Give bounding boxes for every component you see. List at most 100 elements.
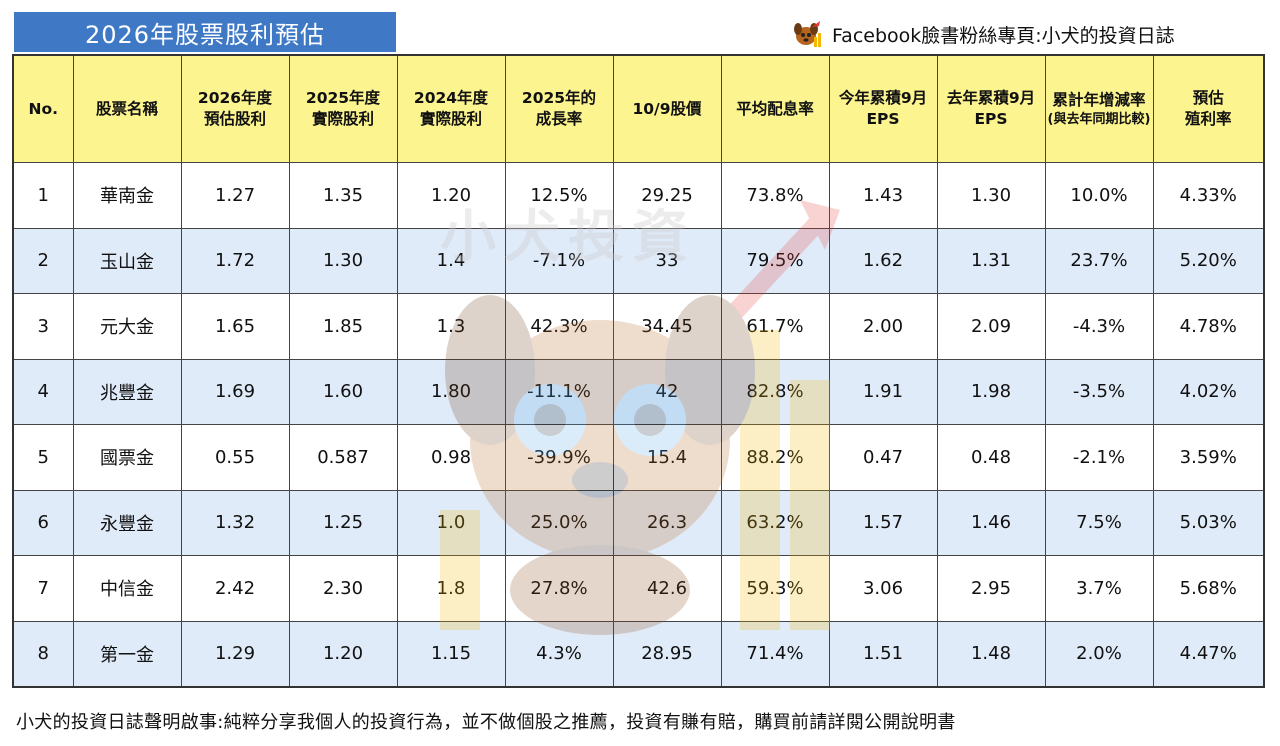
dividend-2026-estimate-cell: 1.65: [180, 293, 290, 360]
eps-last-year-sep-cell: 2.09: [936, 293, 1046, 360]
growth-rate-2025-cell: 27.8%: [504, 555, 614, 622]
eps-this-year-sep-cell: 1.51: [828, 620, 938, 688]
row-number-cell: 7: [12, 555, 74, 622]
dividend-2025-actual-cell: 1.60: [288, 358, 398, 425]
eps-this-year-sep-cell: 3.06: [828, 555, 938, 622]
dividend-estimate-table: No. 股票名稱 2026年度 預估股利 2025年度 實際股利 2024年度 實際股…: [12, 54, 1265, 688]
eps-last-year-sep-cell: 1.48: [936, 620, 1046, 688]
estimated-yield-cell: 3.59%: [1152, 424, 1265, 491]
column-header: 累計年增減率 (與去年同期比較): [1044, 54, 1154, 163]
column-header: No.: [12, 54, 74, 163]
eps-last-year-sep-cell: 0.48: [936, 424, 1046, 491]
eps-last-year-sep-cell: 2.95: [936, 555, 1046, 622]
dividend-2026-estimate-cell: 1.27: [180, 162, 290, 229]
cumulative-yoy-change-cell: -3.5%: [1044, 358, 1154, 425]
dividend-2024-actual-cell: 1.80: [396, 358, 506, 425]
dividend-2026-estimate-cell: 1.72: [180, 227, 290, 294]
row-number-cell: 1: [12, 162, 74, 229]
dividend-2025-actual-cell: 1.25: [288, 489, 398, 556]
table-row: 3 元大金 1.65 1.85 1.3 42.3% 34.45 61.7% 2.00 2.09 -4…: [12, 293, 1265, 360]
stock-name-cell: 玉山金: [72, 227, 182, 294]
eps-last-year-sep-cell: 1.98: [936, 358, 1046, 425]
eps-this-year-sep-cell: 0.47: [828, 424, 938, 491]
dividend-2026-estimate-cell: 1.29: [180, 620, 290, 688]
stock-price-cell: 15.4: [612, 424, 722, 491]
column-header: 2026年度 預估股利: [180, 54, 290, 163]
avg-payout-ratio-cell: 79.5%: [720, 227, 830, 294]
dividend-2024-actual-cell: 1.8: [396, 555, 506, 622]
dividend-2026-estimate-cell: 1.69: [180, 358, 290, 425]
growth-rate-2025-cell: 12.5%: [504, 162, 614, 229]
dividend-2025-actual-cell: 1.35: [288, 162, 398, 229]
avg-payout-ratio-cell: 59.3%: [720, 555, 830, 622]
stock-name-cell: 中信金: [72, 555, 182, 622]
column-header: 今年累積9月 EPS: [828, 54, 938, 163]
stock-name-cell: 兆豐金: [72, 358, 182, 425]
dividend-2024-actual-cell: 1.15: [396, 620, 506, 688]
dividend-2026-estimate-cell: 0.55: [180, 424, 290, 491]
header-row: No. 股票名稱 2026年度 預估股利 2025年度 實際股利 2024年度 實際股…: [12, 54, 1265, 163]
estimated-yield-cell: 4.02%: [1152, 358, 1265, 425]
dividend-2024-actual-cell: 1.3: [396, 293, 506, 360]
column-header: 平均配息率: [720, 54, 830, 163]
dividend-2026-estimate-cell: 2.42: [180, 555, 290, 622]
dividend-2025-actual-cell: 2.30: [288, 555, 398, 622]
row-number-cell: 3: [12, 293, 74, 360]
cumulative-yoy-change-cell: 3.7%: [1044, 555, 1154, 622]
stock-price-cell: 34.45: [612, 293, 722, 360]
eps-last-year-sep-cell: 1.30: [936, 162, 1046, 229]
growth-rate-2025-cell: -11.1%: [504, 358, 614, 425]
dividend-2025-actual-cell: 1.20: [288, 620, 398, 688]
page-title: 2026年股票股利預估: [14, 12, 396, 52]
column-header: 2025年的 成長率: [504, 54, 614, 163]
estimated-yield-cell: 4.78%: [1152, 293, 1265, 360]
dividend-2024-actual-cell: 1.20: [396, 162, 506, 229]
growth-rate-2025-cell: -39.9%: [504, 424, 614, 491]
table-row: 1 華南金 1.27 1.35 1.20 12.5% 29.25 73.8% 1.43 1.30 1…: [12, 162, 1265, 229]
column-header: 去年累積9月 EPS: [936, 54, 1046, 163]
stock-price-cell: 26.3: [612, 489, 722, 556]
avg-payout-ratio-cell: 82.8%: [720, 358, 830, 425]
cumulative-yoy-change-cell: 10.0%: [1044, 162, 1154, 229]
dividend-2025-actual-cell: 0.587: [288, 424, 398, 491]
table-row: 6 永豐金 1.32 1.25 1.0 25.0% 26.3 63.2% 1.57 1.46 7.5…: [12, 489, 1265, 556]
stock-price-cell: 42: [612, 358, 722, 425]
stock-name-cell: 永豐金: [72, 489, 182, 556]
growth-rate-2025-cell: 4.3%: [504, 620, 614, 688]
cumulative-yoy-change-cell: 7.5%: [1044, 489, 1154, 556]
table-row: 8 第一金 1.29 1.20 1.15 4.3% 28.95 71.4% 1.51 1.48 2.…: [12, 620, 1265, 688]
stock-name-cell: 華南金: [72, 162, 182, 229]
row-number-cell: 6: [12, 489, 74, 556]
disclaimer-footer: 小犬的投資日誌聲明啟事:純粹分享我個人的投資行為，並不做個股之推薦，投資有賺有賠…: [16, 712, 956, 733]
stock-price-cell: 33: [612, 227, 722, 294]
stock-name-cell: 第一金: [72, 620, 182, 688]
dividend-2024-actual-cell: 1.4: [396, 227, 506, 294]
avg-payout-ratio-cell: 88.2%: [720, 424, 830, 491]
table-row: 2 玉山金 1.72 1.30 1.4 -7.1% 33 79.5% 1.62 1.31 23.7%…: [12, 227, 1265, 294]
estimated-yield-cell: 4.33%: [1152, 162, 1265, 229]
dog-mascot-icon: [792, 19, 822, 49]
eps-last-year-sep-cell: 1.31: [936, 227, 1046, 294]
column-header: 股票名稱: [72, 54, 182, 163]
estimated-yield-cell: 5.68%: [1152, 555, 1265, 622]
dividend-2025-actual-cell: 1.85: [288, 293, 398, 360]
stock-price-cell: 28.95: [612, 620, 722, 688]
stock-price-cell: 29.25: [612, 162, 722, 229]
table-row: 4 兆豐金 1.69 1.60 1.80 -11.1% 42 82.8% 1.91 1.98 -3.…: [12, 358, 1265, 425]
avg-payout-ratio-cell: 61.7%: [720, 293, 830, 360]
cumulative-yoy-change-cell: -4.3%: [1044, 293, 1154, 360]
dividend-table-container: No. 股票名稱 2026年度 預估股利 2025年度 實際股利 2024年度 實際股…: [12, 54, 1265, 688]
row-number-cell: 8: [12, 620, 74, 688]
estimated-yield-cell: 5.03%: [1152, 489, 1265, 556]
column-header: 2024年度 實際股利: [396, 54, 506, 163]
eps-this-year-sep-cell: 1.91: [828, 358, 938, 425]
stock-price-cell: 42.6: [612, 555, 722, 622]
estimated-yield-cell: 5.20%: [1152, 227, 1265, 294]
avg-payout-ratio-cell: 71.4%: [720, 620, 830, 688]
estimated-yield-cell: 4.47%: [1152, 620, 1265, 688]
eps-this-year-sep-cell: 1.62: [828, 227, 938, 294]
facebook-page-line[interactable]: Facebook臉書粉絲專頁:小犬的投資日誌: [792, 18, 1175, 50]
cumulative-yoy-change-cell: -2.1%: [1044, 424, 1154, 491]
growth-rate-2025-cell: 42.3%: [504, 293, 614, 360]
avg-payout-ratio-cell: 73.8%: [720, 162, 830, 229]
